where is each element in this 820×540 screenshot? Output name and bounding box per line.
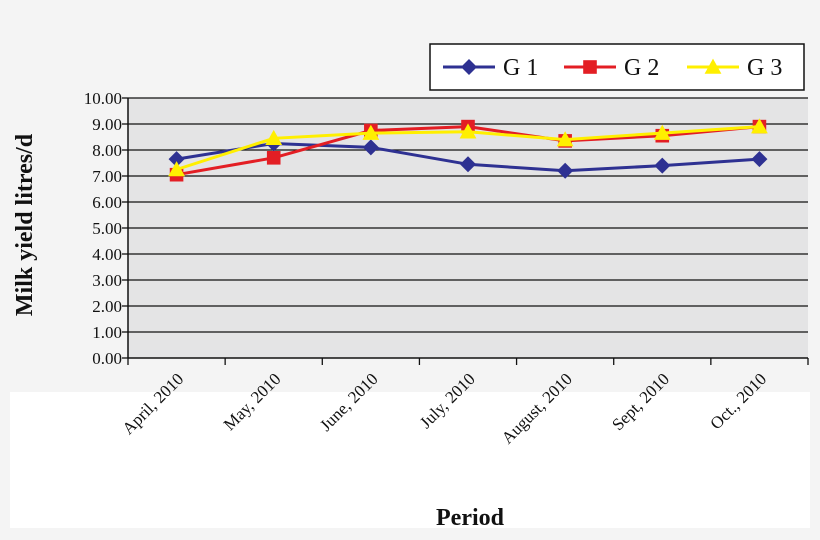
y-tick-label: 9.00 bbox=[92, 115, 122, 134]
diamond-marker bbox=[461, 59, 477, 75]
diamond-marker bbox=[654, 157, 671, 174]
square-marker bbox=[583, 60, 597, 74]
diamond-marker bbox=[362, 139, 379, 156]
diamond-marker bbox=[751, 151, 768, 168]
triangle-marker bbox=[556, 131, 574, 147]
triangle-marker bbox=[653, 124, 671, 140]
triangle-marker bbox=[265, 129, 283, 146]
legend-label: G 3 bbox=[747, 55, 782, 81]
y-tick-label: 8.00 bbox=[92, 141, 122, 160]
diamond-marker bbox=[168, 151, 185, 168]
diamond-marker bbox=[460, 156, 476, 173]
legend-item: G 2 bbox=[564, 55, 659, 81]
y-tick-label: 3.00 bbox=[92, 271, 122, 290]
y-axis-ticks: 0.00 1.00 2.00 3.00 4.00 5.00 6.00 7.00 8.00 9.00… bbox=[84, 89, 128, 368]
y-tick-label: 0.00 bbox=[92, 349, 122, 368]
y-tick-label: 5.00 bbox=[92, 219, 122, 238]
triangle-marker bbox=[168, 161, 185, 177]
legend: G 1 G 2 G 3 bbox=[429, 43, 805, 91]
y-tick-label: 4.00 bbox=[92, 245, 122, 264]
y-tick-label: 6.00 bbox=[92, 193, 122, 212]
square-marker bbox=[266, 151, 281, 165]
x-label-background bbox=[10, 392, 810, 528]
legend-label: G 1 bbox=[503, 55, 538, 81]
triangle-marker bbox=[704, 58, 722, 74]
series-g3 bbox=[168, 118, 768, 177]
triangle-marker bbox=[362, 124, 380, 140]
triangle-marker bbox=[459, 123, 477, 139]
triangle-marker bbox=[751, 118, 768, 134]
y-tick-label: 1.00 bbox=[92, 323, 122, 342]
series-layer bbox=[168, 118, 768, 182]
y-tick-label: 10.00 bbox=[84, 89, 122, 108]
y-tick-label: 7.00 bbox=[92, 167, 122, 186]
y-axis-title: Milk yield litres/d bbox=[12, 133, 38, 316]
x-axis-title: Period bbox=[436, 505, 505, 531]
diamond-marker bbox=[557, 162, 574, 179]
y-tick-label: 2.00 bbox=[92, 297, 122, 316]
legend-item: G 3 bbox=[687, 55, 782, 81]
legend-item: G 1 bbox=[443, 55, 538, 81]
legend-label: G 2 bbox=[624, 55, 659, 81]
